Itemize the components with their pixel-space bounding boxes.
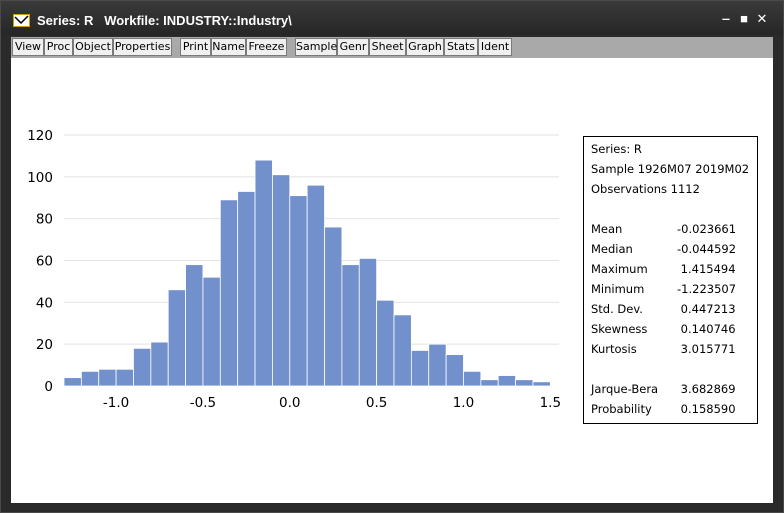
proc-button[interactable]: Proc [44, 38, 73, 56]
histogram-bar [272, 174, 291, 387]
histogram-bar [393, 314, 412, 387]
stat-label-minimum: Minimum [591, 282, 645, 296]
object-button[interactable]: Object [73, 38, 113, 56]
histogram-bar [463, 370, 482, 387]
print-button[interactable]: Print [180, 38, 211, 56]
stat-label-probability: Probability [591, 402, 652, 416]
stat-value-maximum: 1.415494 [677, 262, 736, 276]
histogram-bar [497, 375, 516, 387]
statistics-panel: Series: R Sample 1926M07 2019M02 Observa… [583, 136, 758, 424]
y-tick-label: 40 [36, 295, 53, 311]
histogram-bar [515, 379, 534, 387]
sample-button[interactable]: Sample [295, 38, 337, 56]
stat-label-std-dev: Std. Dev. [591, 302, 643, 316]
stat-value-probability: 0.158590 [677, 402, 736, 416]
histogram-bar [358, 258, 378, 387]
graph-window-icon [13, 14, 30, 27]
histogram-bar [410, 350, 430, 387]
sheet-button[interactable]: Sheet [369, 38, 406, 56]
stat-value-median: -0.044592 [677, 242, 737, 256]
histogram-bar [289, 195, 308, 387]
stat-label-jarque-bera: Jarque-Bera [591, 382, 659, 396]
series-label: Series: R [591, 142, 642, 156]
histogram-bar [150, 341, 169, 387]
stat-label-maximum: Maximum [591, 262, 648, 276]
toolbar: View Proc Object Properties Print Name F… [11, 37, 773, 58]
graph-area: 0 20 40 60 80 100 120 -1.0 -0.5 0.0 0.5 1.0 1.5 Seri… [11, 58, 773, 503]
name-button[interactable]: Name [211, 38, 246, 56]
y-tick-label: 0 [44, 379, 53, 395]
stat-value-kurtosis: 3.015771 [677, 342, 736, 356]
histogram-bar [237, 191, 256, 387]
stat-value-std-dev: 0.447213 [677, 302, 736, 316]
x-tick-label: 0.0 [279, 395, 300, 411]
close-button[interactable]: ✕ [756, 11, 768, 26]
view-button[interactable]: View [12, 38, 44, 56]
histogram-bar [167, 289, 186, 387]
x-tick-label: 0.5 [366, 395, 387, 411]
x-tick-label: -0.5 [190, 395, 216, 411]
genr-button[interactable]: Genr [337, 38, 369, 56]
window-title: Series: R Workfile: INDUSTRY::Industry\ [37, 13, 292, 28]
y-tick-label: 100 [27, 170, 53, 186]
minimize-button[interactable]: ‒ [722, 11, 730, 26]
histogram-bar [324, 226, 343, 387]
histogram-bar [98, 368, 117, 387]
y-tick-label: 120 [27, 128, 53, 144]
stat-label-median: Median [591, 242, 633, 256]
observations-label: Observations 1112 [591, 182, 700, 196]
graph-button[interactable]: Graph [406, 38, 444, 56]
histogram-bar [80, 370, 100, 387]
stat-label-skewness: Skewness [591, 322, 648, 336]
histogram-bar [254, 159, 273, 387]
stat-label-kurtosis: Kurtosis [591, 342, 637, 356]
stat-value-mean: -0.023661 [677, 222, 737, 236]
histogram-bar [428, 343, 447, 387]
histogram-bar [306, 184, 325, 387]
x-tick-label: -1.0 [103, 395, 129, 411]
histogram-bar [532, 381, 551, 387]
histogram-bar [202, 276, 221, 387]
y-tick-label: 80 [36, 212, 53, 228]
freeze-button[interactable]: Freeze [246, 38, 287, 56]
histogram-bar [376, 299, 395, 387]
stat-value-skewness: 0.140746 [677, 322, 736, 336]
histogram-bar [219, 199, 239, 387]
title-bar[interactable]: Series: R Workfile: INDUSTRY::Industry\ … [1, 1, 783, 35]
x-tick-label: 1.5 [540, 395, 561, 411]
x-tick-label: 1.0 [453, 395, 474, 411]
histogram-bar [63, 377, 82, 387]
stat-value-jarque-bera: 3.682869 [677, 382, 736, 396]
stat-value-minimum: -1.223507 [677, 282, 737, 296]
histogram-bar [480, 379, 499, 387]
stat-label-mean: Mean [591, 222, 623, 236]
histogram-chart: 0 20 40 60 80 100 120 -1.0 -0.5 0.0 0.5 1.0 1.5 [27, 128, 561, 411]
histogram-bar [341, 264, 360, 387]
sample-label: Sample 1926M07 2019M02 [591, 162, 750, 176]
properties-button[interactable]: Properties [113, 38, 172, 56]
maximize-button[interactable]: ■ [740, 11, 748, 26]
y-tick-label: 20 [36, 337, 53, 353]
stats-button[interactable]: Stats [444, 38, 478, 56]
histogram-bar [133, 347, 152, 387]
ident-button[interactable]: Ident [478, 38, 512, 56]
histogram-bar [445, 354, 464, 387]
histogram-bar [185, 264, 204, 387]
y-tick-label: 60 [36, 254, 53, 270]
histogram-bar [115, 368, 134, 387]
